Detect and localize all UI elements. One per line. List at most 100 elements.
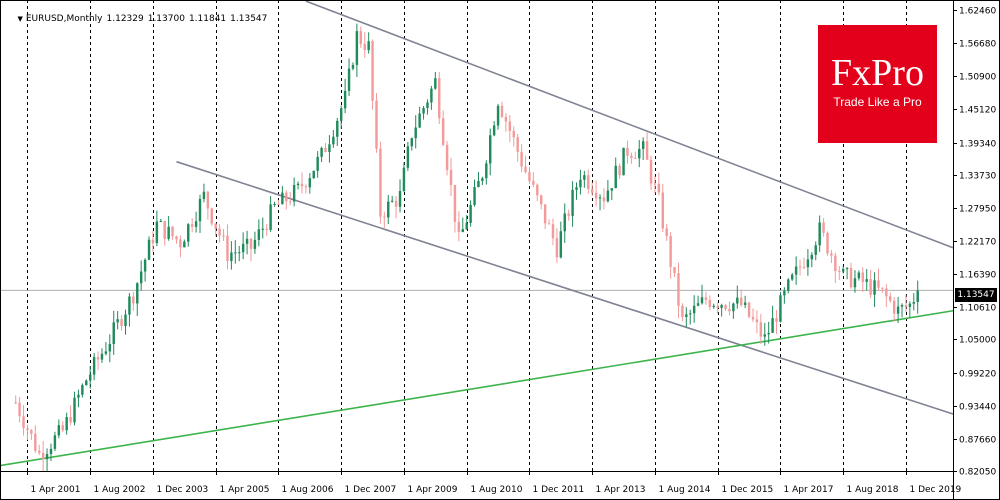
candle-body	[908, 303, 912, 307]
candle	[430, 85, 433, 110]
candle-body	[175, 236, 178, 240]
candle-body	[308, 178, 312, 188]
candle-body	[885, 288, 888, 297]
candle	[26, 424, 29, 440]
candle	[853, 270, 857, 293]
candle	[222, 228, 225, 242]
candle	[598, 194, 602, 211]
candle	[563, 203, 566, 243]
candle	[900, 303, 904, 318]
candle-body	[736, 297, 739, 304]
candle-body	[563, 213, 566, 232]
candle	[904, 294, 908, 313]
candle-body	[132, 296, 135, 304]
candle	[532, 172, 535, 188]
candle	[312, 170, 315, 179]
candle-body	[347, 68, 351, 91]
candle	[622, 147, 625, 176]
candle-body	[81, 385, 84, 395]
candle	[336, 117, 339, 146]
candle-body	[438, 78, 441, 119]
candle-body	[265, 228, 268, 230]
candle-body	[673, 267, 676, 274]
candle-body	[383, 216, 386, 218]
channel-upper	[305, 0, 954, 249]
candle-body	[602, 197, 606, 202]
candle	[790, 272, 794, 281]
candle	[398, 179, 402, 213]
candle-body	[508, 121, 512, 131]
candle-body	[634, 157, 637, 159]
candle	[555, 228, 559, 263]
candle	[779, 291, 782, 323]
candle-body	[92, 357, 96, 375]
candle	[559, 221, 563, 259]
symbol-dropdown-icon[interactable]: ▼	[17, 15, 23, 23]
candle-body	[539, 195, 543, 205]
candle	[775, 310, 778, 335]
chart-header: ▼ EURUSD,Monthly 1.12329 1.13700 1.11841 1.13…	[6, 4, 267, 34]
candle-body	[285, 192, 288, 202]
candle-body	[273, 204, 276, 206]
candle	[445, 141, 449, 176]
candle-body	[151, 239, 155, 244]
x-tick-label: 1 Dec 2007	[345, 485, 397, 495]
candle-body	[677, 273, 680, 306]
candle-body	[822, 222, 825, 233]
candle-body	[116, 319, 119, 323]
candle-body	[218, 228, 221, 236]
candle-body	[194, 221, 198, 227]
candle	[892, 297, 896, 322]
candle-body	[567, 213, 570, 216]
candle-body	[892, 300, 896, 314]
candle-body	[512, 130, 515, 138]
candle-body	[159, 220, 163, 222]
candle	[614, 157, 617, 189]
candle-body	[324, 147, 327, 152]
candle	[363, 32, 366, 58]
candle	[410, 137, 414, 151]
candle-body	[277, 204, 280, 206]
channel-lower	[176, 160, 954, 415]
close-value: 1.13547	[230, 14, 268, 24]
candle-body	[896, 306, 900, 314]
candle-body	[253, 239, 257, 249]
candle	[508, 114, 512, 143]
candle-body	[740, 297, 743, 306]
candle	[155, 210, 159, 247]
candle-body	[496, 105, 500, 126]
y-tick-label: 1.62460	[959, 7, 996, 17]
candle-body	[759, 322, 763, 337]
candle-body	[841, 268, 845, 272]
candle	[53, 431, 57, 452]
candle-body	[755, 319, 759, 323]
candle-body	[30, 430, 33, 434]
candle-body	[336, 120, 339, 137]
candle	[324, 143, 327, 153]
candle-body	[449, 169, 453, 186]
candle-body	[226, 235, 229, 262]
candle	[69, 405, 72, 426]
candle	[132, 291, 135, 311]
candle-body	[696, 303, 700, 306]
candle-body	[230, 252, 233, 262]
x-tick-label: 1 Dec 2011	[533, 485, 585, 495]
candle-body	[441, 118, 445, 145]
candle-body	[85, 380, 88, 386]
support-trendline	[0, 309, 954, 467]
candle	[849, 262, 853, 289]
candle	[489, 128, 492, 176]
candle	[453, 184, 457, 233]
candle-body	[665, 228, 668, 237]
candle	[371, 39, 374, 110]
candle-body	[418, 113, 421, 128]
candle-body	[351, 64, 355, 69]
candle-body	[645, 141, 649, 160]
candle	[61, 421, 64, 433]
candle	[14, 395, 17, 405]
candle	[151, 230, 155, 252]
candle-body	[520, 151, 523, 167]
candle	[728, 301, 731, 316]
